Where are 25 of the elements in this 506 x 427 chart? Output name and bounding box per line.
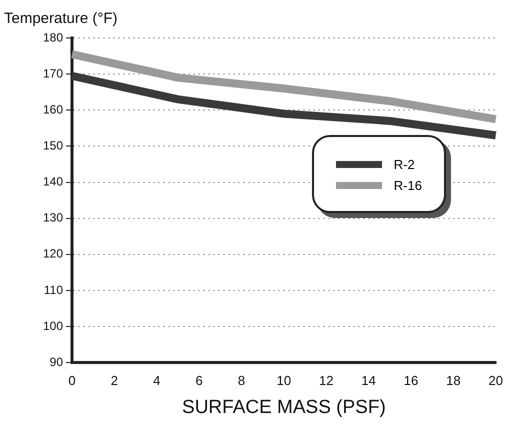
- y-tick-label: 180: [42, 30, 64, 44]
- y-tick-label: 100: [42, 318, 64, 333]
- x-tick-label: 10: [276, 372, 292, 388]
- y-tick-label: 140: [42, 174, 64, 189]
- legend-label: R-2: [394, 157, 415, 172]
- y-tick-label: 130: [42, 210, 64, 225]
- x-tick-label: 20: [488, 372, 504, 388]
- y-tick-label: 150: [42, 138, 64, 153]
- y-tick-label: 90: [50, 354, 64, 369]
- y-tick-label: 170: [42, 66, 64, 80]
- x-tick-label: 16: [404, 372, 418, 388]
- x-tick-label: 2: [110, 372, 118, 388]
- x-tick-label: 8: [238, 372, 246, 388]
- x-axis-title: SURFACE MASS (PSF): [182, 396, 386, 418]
- y-tick-label: 160: [42, 102, 64, 116]
- legend-label: R-16: [394, 178, 422, 194]
- x-tick-label: 12: [319, 372, 334, 388]
- y-tick-label: 110: [44, 282, 64, 297]
- x-tick-label: 6: [196, 372, 203, 388]
- x-tick-label: 14: [361, 372, 376, 388]
- y-tick-label: 120: [42, 246, 64, 261]
- x-tick-label: 0: [68, 372, 76, 388]
- x-tick-label: 18: [446, 372, 461, 388]
- x-tick-label: 4: [153, 372, 160, 388]
- y-axis-title: Temperature (°F): [4, 10, 118, 27]
